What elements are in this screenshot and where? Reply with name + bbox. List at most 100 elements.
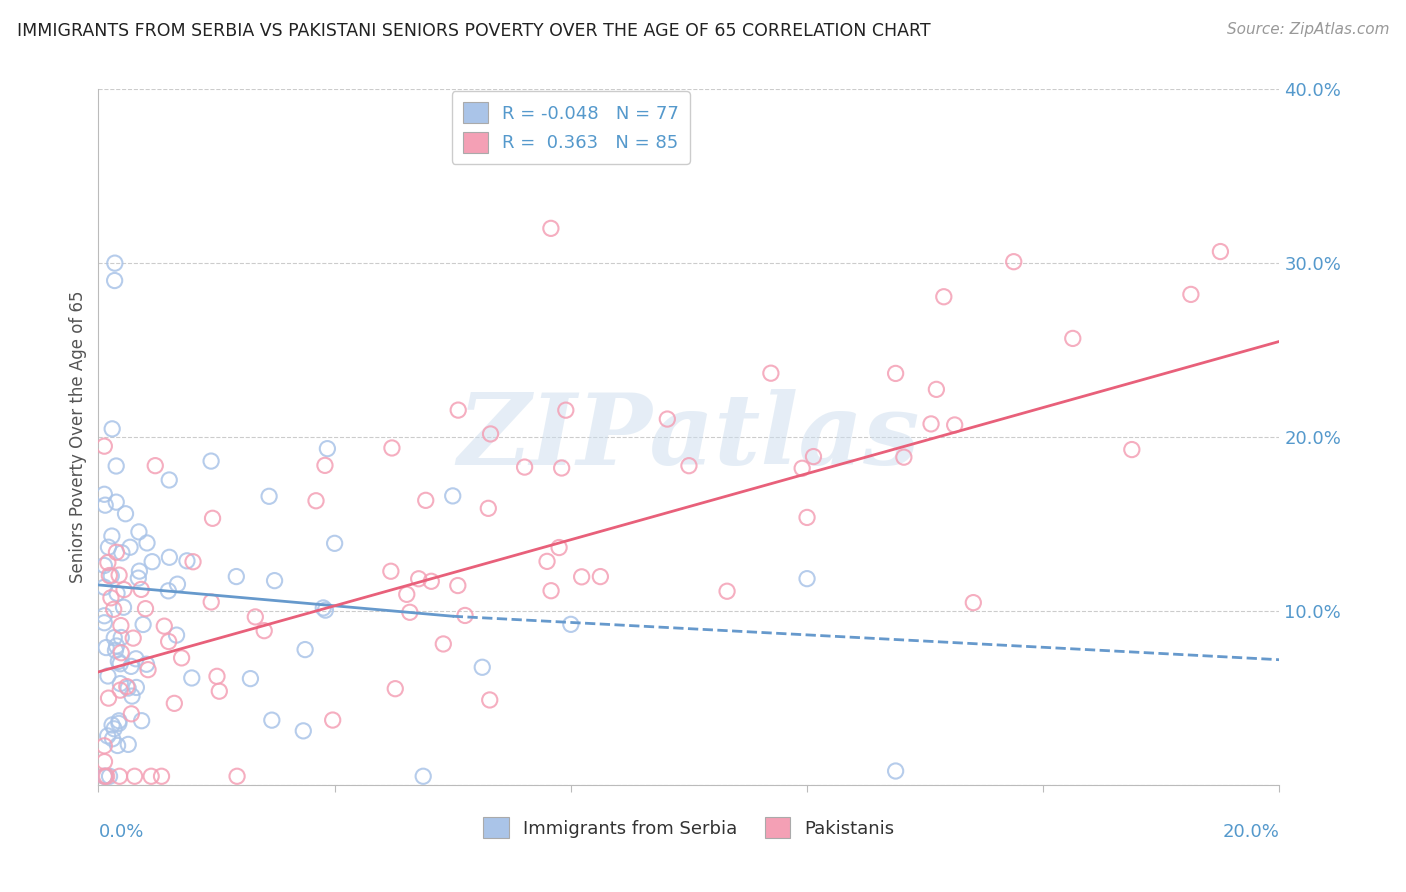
Point	[93, 558, 115, 573]
Point	[93, 769, 115, 783]
Point	[759, 366, 782, 380]
Point	[153, 619, 176, 633]
Point	[294, 642, 316, 657]
Point	[1121, 442, 1143, 457]
Point	[98, 769, 121, 783]
Point	[432, 637, 454, 651]
Point	[134, 601, 156, 615]
Point	[245, 610, 267, 624]
Point	[471, 660, 494, 674]
Point	[93, 739, 115, 753]
Point	[122, 631, 145, 645]
Point	[884, 367, 907, 381]
Point	[97, 669, 120, 683]
Point	[127, 571, 149, 585]
Point	[454, 608, 477, 623]
Point	[166, 628, 188, 642]
Point	[180, 671, 202, 685]
Point	[136, 663, 159, 677]
Point	[381, 441, 404, 455]
Point	[114, 507, 136, 521]
Point	[257, 489, 280, 503]
Point	[93, 487, 115, 501]
Point	[105, 586, 128, 600]
Legend: Immigrants from Serbia, Pakistanis: Immigrants from Serbia, Pakistanis	[477, 810, 901, 846]
Point	[101, 422, 124, 436]
Y-axis label: Seniors Poverty Over the Age of 65: Seniors Poverty Over the Age of 65	[69, 291, 87, 583]
Point	[380, 564, 402, 578]
Point	[110, 646, 132, 660]
Point	[176, 554, 198, 568]
Point	[104, 273, 127, 287]
Point	[201, 511, 224, 525]
Point	[678, 458, 700, 473]
Point	[143, 458, 166, 473]
Point	[120, 706, 142, 721]
Point	[103, 631, 125, 645]
Point	[170, 651, 193, 665]
Point	[412, 769, 434, 783]
Text: 0.0%: 0.0%	[98, 823, 143, 841]
Point	[117, 738, 139, 752]
Point	[101, 718, 124, 732]
Point	[292, 723, 315, 738]
Point	[132, 617, 155, 632]
Point	[115, 680, 138, 694]
Point	[107, 739, 129, 753]
Point	[107, 654, 129, 668]
Point	[96, 769, 118, 783]
Point	[98, 568, 121, 582]
Point	[560, 617, 582, 632]
Point	[260, 713, 283, 727]
Point	[93, 608, 115, 623]
Point	[226, 769, 249, 783]
Point	[384, 681, 406, 696]
Point	[97, 556, 120, 570]
Point	[205, 669, 228, 683]
Point	[796, 510, 818, 524]
Point	[408, 572, 430, 586]
Point	[108, 716, 131, 731]
Point	[263, 574, 285, 588]
Point	[105, 545, 128, 559]
Point	[305, 493, 328, 508]
Point	[124, 769, 146, 783]
Point	[395, 587, 418, 601]
Point	[121, 689, 143, 703]
Point	[157, 634, 180, 648]
Point	[97, 540, 120, 554]
Point	[181, 555, 204, 569]
Point	[141, 769, 163, 783]
Point	[100, 591, 122, 605]
Point	[110, 657, 132, 671]
Point	[110, 618, 132, 632]
Point	[157, 550, 180, 565]
Point	[94, 769, 117, 783]
Point	[118, 541, 141, 555]
Point	[657, 412, 679, 426]
Point	[93, 439, 115, 453]
Point	[200, 595, 222, 609]
Point	[314, 458, 336, 473]
Point	[111, 546, 134, 560]
Point	[477, 501, 499, 516]
Point	[513, 460, 536, 475]
Point	[548, 541, 571, 555]
Point	[893, 450, 915, 465]
Point	[200, 454, 222, 468]
Point	[97, 729, 120, 743]
Point	[103, 722, 125, 736]
Point	[108, 683, 131, 698]
Point	[100, 569, 122, 583]
Point	[93, 615, 115, 630]
Point	[322, 713, 344, 727]
Point	[312, 601, 335, 615]
Point	[943, 417, 966, 432]
Point	[166, 577, 188, 591]
Point	[120, 659, 142, 673]
Point	[1180, 287, 1202, 301]
Point	[125, 681, 148, 695]
Point	[125, 652, 148, 666]
Point	[108, 568, 131, 582]
Point	[253, 624, 276, 638]
